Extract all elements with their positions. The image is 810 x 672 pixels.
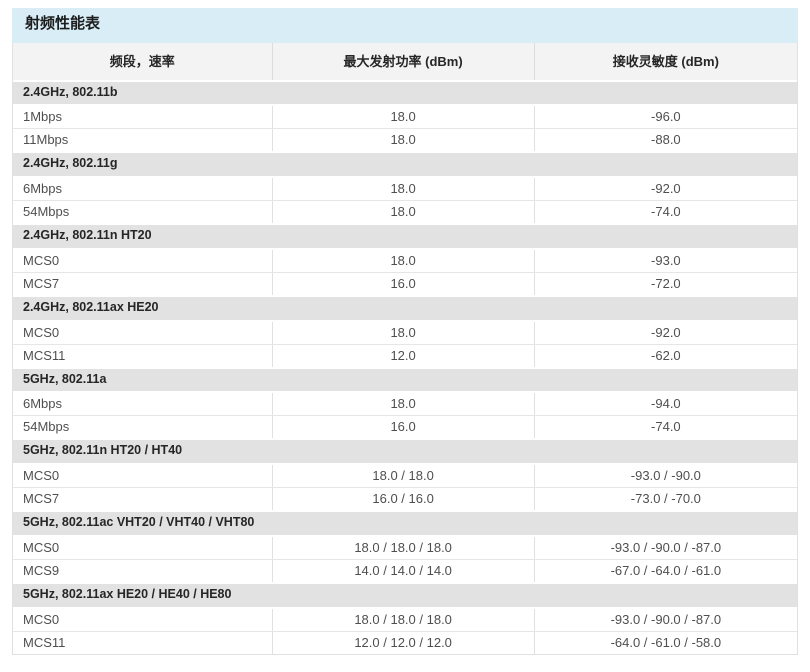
cell-rx-sensitivity: -93.0 / -90.0 / -87.0 — [610, 611, 722, 627]
table-row: MCS9 14.0 / 14.0 / 14.0 -67.0 / -64.0 / … — [13, 558, 797, 582]
cell-rx-sensitivity: -92.0 — [651, 181, 681, 196]
section-header-row: 5GHz, 802.11a — [13, 368, 797, 392]
table-row: MCS11 12.0 -62.0 — [13, 343, 797, 367]
cell-rate: MCS0 — [13, 608, 273, 631]
table-row: 54Mbps 16.0 -74.0 — [13, 415, 797, 439]
cell-tx-power: 18.0 — [273, 249, 535, 272]
cell-rx-sensitivity: -92.0 — [651, 324, 681, 340]
cell-tx-power: 16.0 — [273, 416, 535, 439]
section-header-row: 2.4GHz, 802.11b — [13, 81, 797, 105]
table-row: MCS7 16.0 / 16.0 -73.0 / -70.0 — [13, 487, 797, 510]
cell-tx-power: 12.0 / 12.0 / 12.0 — [273, 631, 535, 654]
cell-rx-sensitivity: -67.0 / -64.0 / -61.0 — [610, 562, 722, 578]
cell-rate: MCS0 — [13, 249, 273, 272]
cell-tx-power: 12.0 — [273, 344, 535, 367]
section-header-row: 2.4GHz, 802.11g — [13, 153, 797, 176]
table-title: 射频性能表 — [12, 8, 798, 43]
cell-rate: MCS7 — [13, 488, 273, 510]
cell-rx-sensitivity: -96.0 — [651, 109, 681, 125]
cell-tx-power: 18.0 — [273, 129, 535, 152]
table-row: MCS11 12.0 / 12.0 / 12.0 -64.0 / -61.0 /… — [13, 630, 797, 654]
cell-tx-power: 16.0 — [273, 272, 535, 295]
table-row: MCS0 18.0 -93.0 — [13, 249, 797, 272]
section-header-row: 5GHz, 802.11ac VHT20 / VHT40 / VHT80 — [13, 512, 797, 535]
table-body: 频段，速率 最大发射功率 (dBm) 接收灵敏度 (dBm) 2.4GHz, 8… — [12, 42, 798, 655]
cell-tx-power: 18.0 / 18.0 / 18.0 — [273, 608, 535, 631]
cell-rx-sensitivity: -93.0 / -90.0 — [630, 468, 701, 483]
section-header-row: 2.4GHz, 802.11ax HE20 — [13, 296, 797, 320]
rf-performance-table: 射频性能表 频段，速率 最大发射功率 (dBm) 接收灵敏度 (dBm) 2.4… — [12, 8, 798, 655]
cell-rate: 11Mbps — [13, 129, 273, 152]
cell-tx-power: 16.0 / 16.0 — [273, 488, 535, 510]
cell-tx-power: 18.0 — [273, 106, 535, 129]
section-header-row: 2.4GHz, 802.11n HT20 — [13, 225, 797, 248]
column-header-rx-sensitivity: 接收灵敏度 (dBm) — [612, 53, 719, 69]
column-header-tx-power: 最大发射功率 (dBm) — [273, 42, 535, 80]
cell-tx-power: 18.0 — [273, 178, 535, 200]
cell-tx-power: 18.0 — [273, 393, 535, 416]
cell-rx-sensitivity: -73.0 / -70.0 — [630, 491, 701, 506]
table-row: 11Mbps 18.0 -88.0 — [13, 128, 797, 152]
table-row: MCS0 18.0 -92.0 — [13, 321, 797, 344]
cell-tx-power: 18.0 / 18.0 / 18.0 — [273, 536, 535, 559]
cell-rate: 6Mbps — [13, 178, 273, 200]
table-row: MCS7 16.0 -72.0 — [13, 271, 797, 295]
table-row: 6Mbps 18.0 -92.0 — [13, 178, 797, 200]
cell-tx-power: 18.0 / 18.0 — [273, 465, 535, 487]
cell-tx-power: 18.0 — [273, 201, 535, 223]
cell-rate: MCS7 — [13, 272, 273, 295]
cell-tx-power: 14.0 / 14.0 / 14.0 — [273, 559, 535, 582]
cell-rx-sensitivity: -74.0 — [651, 419, 681, 435]
cell-rate: MCS0 — [13, 321, 273, 344]
cell-rate: MCS11 — [13, 344, 273, 367]
table-row: 6Mbps 18.0 -94.0 — [13, 393, 797, 416]
cell-rx-sensitivity: -93.0 — [651, 252, 681, 268]
table-row: MCS0 18.0 / 18.0 / 18.0 -93.0 / -90.0 / … — [13, 608, 797, 631]
table-row: 54Mbps 18.0 -74.0 — [13, 200, 797, 223]
table-row: MCS0 18.0 / 18.0 / 18.0 -93.0 / -90.0 / … — [13, 536, 797, 559]
cell-rx-sensitivity: -94.0 — [651, 396, 681, 412]
section-header-row: 5GHz, 802.11n HT20 / HT40 — [13, 440, 797, 463]
cell-rx-sensitivity: -88.0 — [651, 132, 681, 148]
cell-rate: 54Mbps — [13, 201, 273, 223]
table-row: 1Mbps 18.0 -96.0 — [13, 106, 797, 129]
column-header-band-rate: 频段，速率 — [13, 42, 273, 80]
cell-rate: MCS11 — [13, 631, 273, 654]
column-header-row: 频段，速率 最大发射功率 (dBm) 接收灵敏度 (dBm) — [13, 42, 797, 80]
cell-rx-sensitivity: -93.0 / -90.0 / -87.0 — [610, 539, 722, 555]
cell-rx-sensitivity: -64.0 / -61.0 / -58.0 — [610, 634, 722, 650]
cell-tx-power: 18.0 — [273, 321, 535, 344]
section-header-row: 5GHz, 802.11ax HE20 / HE40 / HE80 — [13, 583, 797, 607]
cell-rx-sensitivity: -74.0 — [651, 204, 681, 219]
cell-rate: 54Mbps — [13, 416, 273, 439]
cell-rx-sensitivity: -62.0 — [651, 347, 681, 363]
cell-rate: 6Mbps — [13, 393, 273, 416]
cell-rate: 1Mbps — [13, 106, 273, 129]
cell-rate: MCS9 — [13, 559, 273, 582]
cell-rx-sensitivity: -72.0 — [651, 275, 681, 291]
table-row: MCS0 18.0 / 18.0 -93.0 / -90.0 — [13, 465, 797, 487]
cell-rate: MCS0 — [13, 536, 273, 559]
cell-rate: MCS0 — [13, 465, 273, 487]
